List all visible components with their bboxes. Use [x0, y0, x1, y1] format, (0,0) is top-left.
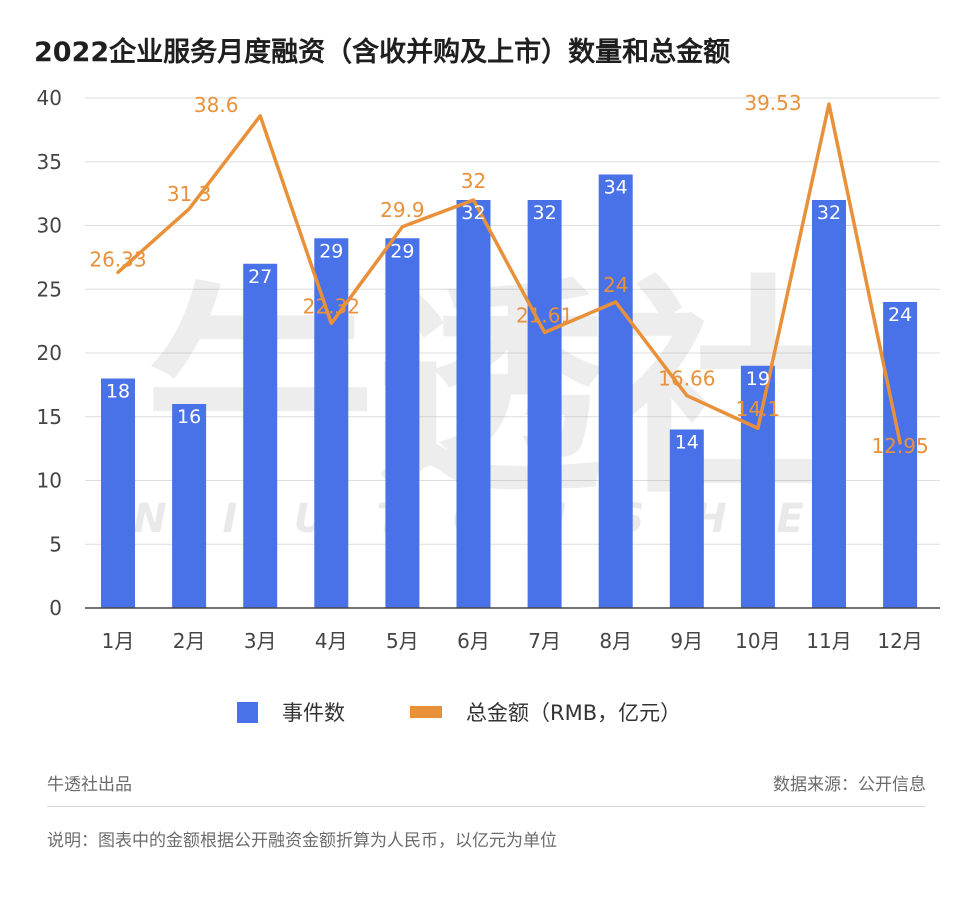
footer-note: 说明：图表中的金额根据公开融资金额折算为人民币，以亿元为单位 [47, 831, 557, 851]
line-value-label: 38.6 [194, 93, 239, 117]
x-tick-label: 9月 [670, 629, 703, 653]
line-layer [116, 102, 902, 445]
bar [101, 378, 135, 608]
y-tick-label: 0 [49, 596, 62, 620]
bar [243, 263, 278, 608]
watermark-letter: I [223, 496, 238, 542]
x-tick-label: 4月 [315, 629, 348, 653]
bar-value-label: 29 [319, 240, 343, 262]
legend-item-line: 总金额（RMB，亿元） [410, 697, 681, 727]
bar [527, 200, 562, 608]
bar [172, 404, 207, 608]
y-tick-label: 15 [37, 405, 62, 429]
label-layer: 18 16 27 29 29 32 32 34 14 19 32 24 26.33 31.3 38.6 22.… [89, 91, 928, 458]
bar-value-label: 32 [461, 202, 485, 224]
watermark-letter: N [133, 496, 166, 542]
line-value-label: 16.66 [658, 367, 715, 391]
bar-value-label: 27 [248, 266, 272, 288]
bar-value-label: 32 [817, 202, 841, 224]
grid-layer [85, 97, 940, 545]
line-value-label: 31.3 [167, 182, 212, 206]
bar-value-label: 29 [390, 240, 414, 262]
bar [740, 365, 775, 608]
line-value-label: 12.95 [871, 434, 928, 458]
x-tick-label: 3月 [244, 629, 277, 653]
line-value-label: 14.1 [736, 397, 781, 421]
bar-value-label: 19 [746, 368, 770, 390]
x-tick-label: 7月 [528, 629, 561, 653]
legend-swatch-line [410, 706, 442, 718]
bar [812, 200, 846, 608]
x-tick-label: 5月 [386, 629, 419, 653]
footer-source: 数据来源：公开信息 [773, 775, 926, 795]
x-tick-label: 10月 [735, 629, 780, 653]
line-value-label: 26.33 [89, 247, 146, 271]
bar [669, 429, 704, 608]
line-value-label: 39.53 [744, 91, 801, 115]
x-tick-label: 12月 [877, 629, 922, 653]
line-value-label: 32 [461, 169, 486, 193]
line-value-label: 29.9 [380, 198, 425, 222]
bar [456, 200, 491, 608]
line-value-label: 22.32 [303, 294, 360, 318]
y-tick-label: 10 [37, 469, 62, 493]
y-tick-label: 35 [37, 150, 62, 174]
line-value-label: 21.61 [516, 303, 573, 327]
footer-divider [47, 806, 925, 807]
line-value-label: 24 [603, 273, 628, 297]
bar-value-label: 24 [888, 304, 912, 326]
legend-label-line: 总金额（RMB，亿元） [466, 701, 682, 725]
y-tick-label: 20 [37, 341, 62, 365]
chart-svg: 牛透社NIUTOUSHE 05101520253035401月2月3月4月5月6… [37, 86, 940, 653]
bar-value-label: 34 [604, 177, 628, 199]
y-tick-label: 30 [37, 214, 62, 238]
legend-swatch-bar [237, 701, 258, 723]
x-tick-label: 2月 [173, 629, 206, 653]
footer-credit: 牛透社出品 [47, 775, 132, 795]
bar [883, 302, 918, 608]
bar-value-label: 14 [675, 432, 699, 454]
legend: 事件数 总金额（RMB，亿元） [0, 697, 978, 727]
bar [598, 174, 633, 608]
axis-layer: 0 5 10 15 20 25 30 35 40 1月 2月 3月 4月 5月 6月 7月 8月 9月 10月 11月… [37, 86, 940, 653]
bar-value-label: 16 [177, 406, 201, 428]
x-tick-label: 6月 [457, 629, 490, 653]
x-tick-label: 8月 [599, 629, 632, 653]
bar-value-label: 18 [106, 381, 130, 403]
y-tick-label: 40 [37, 86, 62, 110]
bar [314, 238, 349, 608]
legend-item-bar: 事件数 [237, 697, 345, 727]
y-tick-label: 5 [49, 532, 62, 556]
watermark-letter: E [776, 496, 803, 542]
total-amount-line [116, 102, 902, 445]
y-tick-label: 25 [37, 277, 62, 301]
chart-title: 2022企业服务月度融资（含收并购及上市）数量和总金额 [34, 37, 731, 68]
legend-label-bar: 事件数 [282, 701, 345, 725]
bar-layer [101, 174, 918, 608]
bar [385, 238, 420, 608]
x-tick-label: 11月 [806, 629, 851, 653]
bar-value-label: 32 [533, 202, 557, 224]
x-tick-label: 1月 [102, 629, 135, 653]
